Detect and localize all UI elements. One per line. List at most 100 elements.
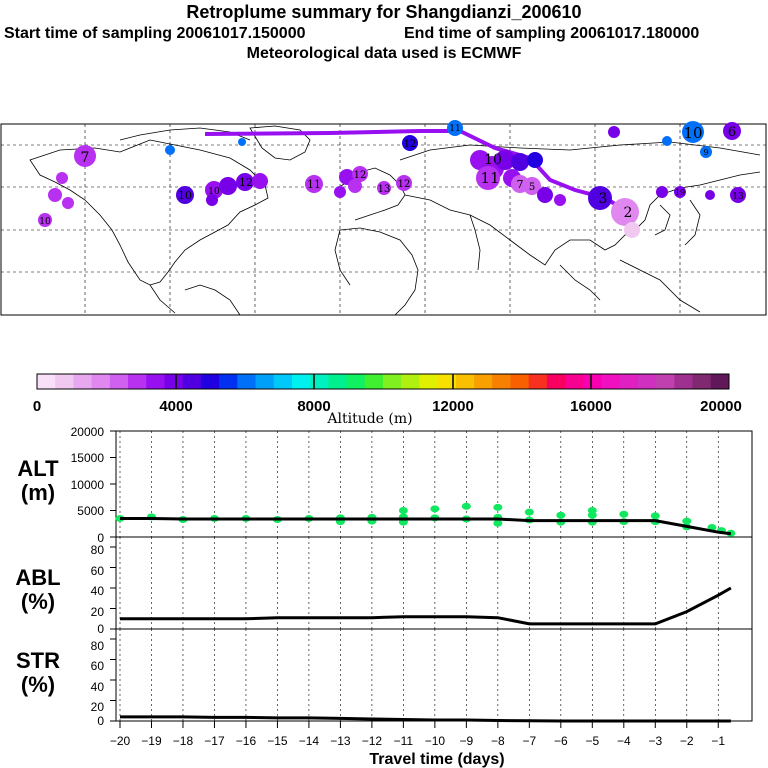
end-time-label: End time of sampling 20061017.180000 (404, 25, 700, 42)
colorbar-label: Altitude (m) (326, 411, 412, 427)
alt-scatter-point (461, 502, 471, 510)
map-labels: 7 10 6 11 12 11 10 10 12 13 12 12 11 10 … (39, 124, 744, 227)
x-tick-label: −4 (617, 734, 631, 748)
colorbar-swatch (455, 374, 475, 389)
str-ytick: 60 (91, 659, 105, 673)
colorbar-tick-label: 16000 (570, 398, 612, 415)
str-label: STR (16, 648, 60, 673)
colorbar-swatch (128, 374, 147, 389)
x-tick-label: −3 (648, 734, 662, 748)
map-label: 12 (354, 170, 367, 181)
x-tick-label: −20 (110, 734, 131, 748)
map-label: 10 (178, 189, 192, 202)
x-tick-label: −16 (236, 734, 257, 748)
x-tick-label: −12 (362, 734, 383, 748)
colorbar-swatch (692, 374, 712, 389)
colorbar-swatch (419, 374, 439, 389)
abl-ytick: 60 (91, 564, 105, 578)
colorbar-swatch (583, 374, 603, 389)
map-label: 13 (732, 192, 744, 202)
colorbar-swatch (637, 374, 657, 389)
str-ytick: 0 (97, 714, 104, 728)
x-tick-label: −7 (522, 734, 536, 748)
colorbar-swatch (528, 374, 548, 389)
colorbar-swatch (328, 374, 348, 389)
alt-ytick: 15000 (71, 451, 105, 465)
map-label: 10 (683, 124, 702, 142)
colorbar-swatch (565, 374, 584, 389)
colorbar-swatch (656, 374, 675, 389)
colorbar-tick-label: 4000 (159, 398, 192, 415)
map-label: 11 (449, 124, 460, 134)
x-tick-label: −14 (299, 734, 320, 748)
map-label: 6 (728, 125, 736, 140)
plot-layer: −20 −19 −18 −17 −16 −15 −14 −13 −12 −11 −10 −9 −8 −7 −… (110, 430, 736, 748)
start-time-label: Start time of sampling 20061017.150000 (4, 25, 306, 42)
str-ytick: 80 (91, 639, 105, 653)
alt-scatter-point (430, 505, 440, 513)
colorbar-swatch (164, 374, 184, 389)
str-ytick: 20 (91, 700, 105, 714)
colorbar-swatch (37, 374, 56, 389)
map-label: 9 (703, 148, 708, 157)
colorbar-swatch (310, 374, 329, 389)
alt-unit: (m) (21, 480, 55, 505)
alt-label: ALT (17, 456, 59, 481)
colorbar-swatch (401, 374, 420, 389)
map-label: 10 (39, 217, 51, 227)
map-label: 7 (517, 178, 524, 191)
map-label: 5 (529, 182, 535, 193)
colorbar-swatch (255, 374, 275, 389)
colorbar-swatch (510, 374, 530, 389)
alt-ytick: 10000 (71, 478, 105, 492)
panel-frames (115, 430, 753, 722)
alt-scatter-point (556, 511, 566, 519)
map-label: 10 (484, 152, 502, 168)
alt-scatter-point (682, 517, 692, 525)
colorbar-swatch (237, 374, 257, 389)
map-label: 10 (208, 187, 220, 197)
colorbar-swatch (674, 374, 694, 389)
x-axis-label: Travel time (days) (369, 751, 504, 768)
x-tick-label: −15 (267, 734, 288, 748)
colorbar-swatch (546, 374, 566, 389)
alt-scatter-point (587, 511, 597, 519)
x-tick-label: −18 (173, 734, 194, 748)
abl-ytick: 80 (91, 543, 105, 557)
colorbar-swatch (619, 374, 639, 389)
x-tick-label: −10 (425, 734, 446, 748)
map-label: 13 (378, 184, 391, 195)
series-line-str (120, 715, 731, 723)
colorbar-swatch (291, 374, 311, 389)
map-label: 2 (624, 205, 633, 221)
colorbar-swatch (383, 374, 402, 389)
x-tick-label: −17 (204, 734, 225, 748)
x-tick-label: −9 (460, 734, 474, 748)
met-data-label: Meteorological data used is ECMWF (246, 45, 522, 62)
abl-label: ABL (15, 565, 60, 590)
x-tick-label: −6 (554, 734, 568, 748)
series-line-alt (120, 517, 732, 536)
alt-scatter-point (619, 510, 629, 518)
map-label: 3 (599, 191, 608, 207)
map-label: 7 (81, 150, 90, 166)
colorbar-swatch (474, 374, 493, 389)
x-tick-label: −13 (330, 734, 351, 748)
colorbar-swatch (55, 374, 74, 389)
altitude-colorbar (36, 373, 730, 390)
map-label: 12 (404, 139, 417, 150)
colorbar-tick-label: 20000 (700, 398, 742, 415)
str-unit: (%) (21, 672, 55, 697)
abl-unit: (%) (21, 589, 55, 614)
map-label: 11 (307, 178, 321, 191)
colorbar-swatch (200, 374, 220, 389)
colorbar-swatch (346, 374, 366, 389)
colorbar-tick-label: 12000 (432, 398, 474, 415)
abl-ytick: 0 (97, 622, 104, 636)
alt-ytick: 20000 (71, 425, 105, 439)
alt-scatter-point (524, 508, 534, 516)
plume-blobs (38, 120, 746, 238)
map-label: 12 (239, 176, 253, 189)
alt-scatter-point (493, 503, 503, 511)
